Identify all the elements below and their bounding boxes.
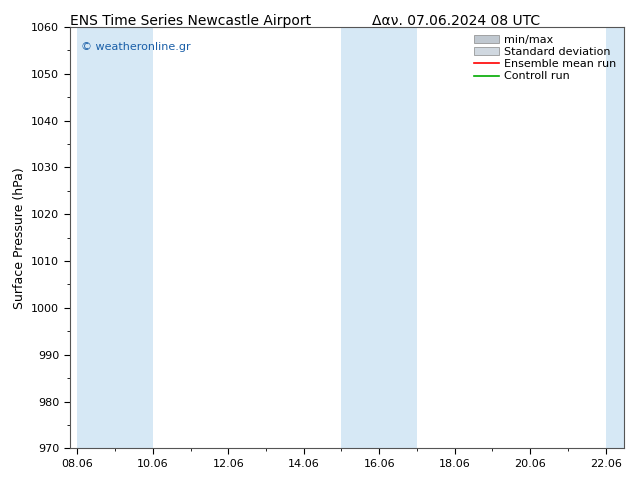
Bar [605, 27, 624, 448]
Bar [77, 27, 153, 448]
Y-axis label: Surface Pressure (hPa): Surface Pressure (hPa) [13, 167, 25, 309]
Legend: min/max, Standard deviation, Ensemble mean run, Controll run: min/max, Standard deviation, Ensemble me… [472, 32, 619, 84]
Text: ENS Time Series Newcastle Airport: ENS Time Series Newcastle Airport [70, 14, 311, 28]
Text: Δαν. 07.06.2024 08 UTC: Δαν. 07.06.2024 08 UTC [372, 14, 541, 28]
Bar [342, 27, 417, 448]
Text: © weatheronline.gr: © weatheronline.gr [81, 42, 190, 52]
